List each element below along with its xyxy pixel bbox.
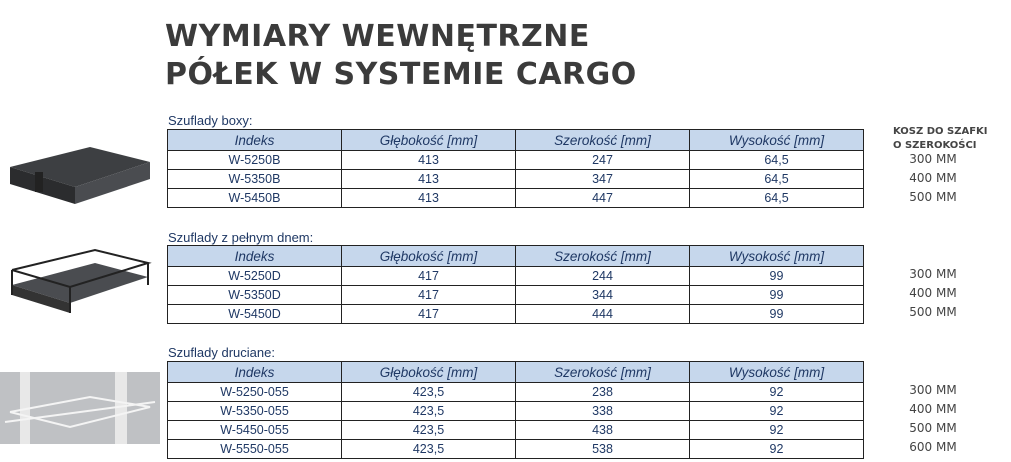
cabinet-width-heading-2: O SZEROKOŚCI: [893, 140, 977, 151]
table-row: W-5450B 413 447 64,5: [167, 188, 864, 208]
table-header: Indeks Głębokość [mm] Szerokość [mm] Wysoko…: [167, 129, 864, 151]
table-row: W-5250D 417 244 99: [167, 266, 864, 286]
cabinet-width: 300 MM: [909, 152, 957, 166]
table-cell: 423,5: [341, 382, 516, 402]
cabinet-width: 500 MM: [909, 305, 957, 319]
table-cell: 99: [689, 304, 864, 324]
column-header: Wysokość [mm]: [689, 361, 864, 383]
column-header: Indeks: [167, 245, 342, 267]
table-cell: W-5450-055: [167, 420, 342, 440]
table-cell: 413: [341, 150, 516, 170]
column-header: Indeks: [167, 129, 342, 151]
table-row: W-5250B 413 247 64,5: [167, 150, 864, 170]
box-drawer-image: [10, 147, 150, 204]
table-cell: 447: [515, 188, 690, 208]
column-header: Głębokość [mm]: [341, 245, 516, 267]
table-cell: 92: [689, 420, 864, 440]
cabinet-width: 500 MM: [909, 190, 957, 204]
table-cell: 92: [689, 401, 864, 421]
full-bottom-drawer-image: [11, 248, 152, 313]
table-row: W-5350B 413 347 64,5: [167, 169, 864, 189]
table-cell: 99: [689, 266, 864, 286]
cabinet-width: 400 MM: [909, 402, 957, 416]
table-cell: 247: [515, 150, 690, 170]
table-cell: 92: [689, 439, 864, 459]
cabinet-width: 500 MM: [909, 421, 957, 435]
table-cell: 64,5: [689, 188, 864, 208]
table-cell: 423,5: [341, 420, 516, 440]
table-cell: W-5250D: [167, 266, 342, 286]
cabinet-width: 600 MM: [909, 440, 957, 454]
table-row: W-5550-055 423,5 538 92: [167, 439, 864, 459]
table-cell: W-5350-055: [167, 401, 342, 421]
cabinet-width: 400 MM: [909, 171, 957, 185]
table-header: Indeks Głębokość [mm] Szerokość [mm] Wysoko…: [167, 245, 864, 267]
page-title: WYMIARY WEWNĘTRZNE PÓŁEK W SYSTEMIE CARG…: [165, 18, 637, 94]
table-cell: 99: [689, 285, 864, 305]
table-row: W-5350D 417 344 99: [167, 285, 864, 305]
table-cell: 338: [515, 401, 690, 421]
table-cell: 417: [341, 266, 516, 286]
table-cell: 92: [689, 382, 864, 402]
section-label: Szuflady druciane:: [168, 345, 275, 360]
section-label: Szuflady z pełnym dnem:: [168, 230, 314, 245]
table-row: W-5450D 417 444 99: [167, 304, 864, 324]
table-cell: W-5250-055: [167, 382, 342, 402]
column-header: Szerokość [mm]: [515, 129, 690, 151]
table-cell: W-5550-055: [167, 439, 342, 459]
table-cell: 413: [341, 169, 516, 189]
table-cell: 64,5: [689, 169, 864, 189]
table-cell: 417: [341, 304, 516, 324]
table-cell: 444: [515, 304, 690, 324]
dimensions-table: Indeks Głębokość [mm] Szerokość [mm] Wysoko…: [167, 245, 864, 324]
cabinet-width-heading: KOSZ DO SZAFKI O SZEROKOŚCI: [893, 125, 988, 153]
table-cell: W-5350D: [167, 285, 342, 305]
title-line-2: PÓŁEK W SYSTEMIE CARGO: [165, 57, 637, 92]
dimensions-table: Indeks Głębokość [mm] Szerokość [mm] Wysoko…: [167, 129, 864, 208]
cabinet-width-heading-1: KOSZ DO SZAFKI: [893, 126, 988, 137]
table-cell: W-5450D: [167, 304, 342, 324]
table-cell: 438: [515, 420, 690, 440]
column-header: Szerokość [mm]: [515, 361, 690, 383]
table-cell: W-5350B: [167, 169, 342, 189]
table-cell: 64,5: [689, 150, 864, 170]
table-row: W-5250-055 423,5 238 92: [167, 382, 864, 402]
column-header: Głębokość [mm]: [341, 129, 516, 151]
table-cell: 423,5: [341, 401, 516, 421]
table-cell: 347: [515, 169, 690, 189]
table-cell: W-5250B: [167, 150, 342, 170]
table-row: W-5450-055 423,5 438 92: [167, 420, 864, 440]
table-cell: 344: [515, 285, 690, 305]
dimensions-table: Indeks Głębokość [mm] Szerokość [mm] Wysoko…: [167, 361, 864, 459]
cabinet-width: 300 MM: [909, 383, 957, 397]
table-row: W-5350-055 423,5 338 92: [167, 401, 864, 421]
column-header: Wysokość [mm]: [689, 245, 864, 267]
table-cell: 244: [515, 266, 690, 286]
column-header: Szerokość [mm]: [515, 245, 690, 267]
column-header: Indeks: [167, 361, 342, 383]
section-label: Szuflady boxy:: [168, 113, 253, 128]
table-cell: 238: [515, 382, 690, 402]
wire-drawer-image: [0, 372, 160, 444]
title-line-1: WYMIARY WEWNĘTRZNE: [165, 19, 590, 54]
cabinet-width: 300 MM: [909, 267, 957, 281]
table-cell: 538: [515, 439, 690, 459]
column-header: Wysokość [mm]: [689, 129, 864, 151]
cabinet-width: 400 MM: [909, 286, 957, 300]
table-cell: W-5450B: [167, 188, 342, 208]
table-header: Indeks Głębokość [mm] Szerokość [mm] Wysoko…: [167, 361, 864, 383]
column-header: Głębokość [mm]: [341, 361, 516, 383]
table-cell: 413: [341, 188, 516, 208]
table-cell: 423,5: [341, 439, 516, 459]
table-cell: 417: [341, 285, 516, 305]
